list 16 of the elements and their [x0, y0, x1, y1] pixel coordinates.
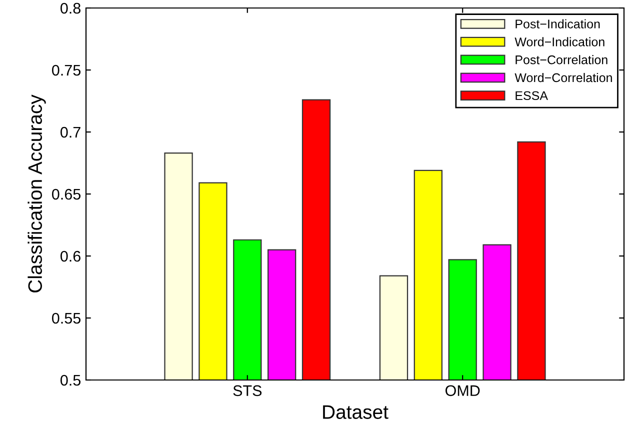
- x-axis-title: Dataset: [323, 405, 388, 419]
- y-tick-label: 0.6: [60, 250, 80, 262]
- y-tick-label: 0.5: [60, 374, 80, 386]
- y-tick-label: 0.8: [60, 2, 80, 14]
- legend-label: Word−Indication: [514, 37, 604, 46]
- y-axis-title: Classification Accuracy: [28, 94, 46, 292]
- legend-label: Post−Correlation: [516, 55, 608, 64]
- y-tick-label: 0.75: [52, 64, 80, 76]
- y-tick-label: 0.7: [60, 126, 80, 138]
- x-tick-label: STS: [233, 385, 262, 396]
- legend-label: ESSA: [516, 91, 548, 100]
- legend-label: Post−Indication: [516, 19, 600, 28]
- y-tick-label: 0.65: [52, 188, 80, 200]
- legend-label: Word−Correlation: [514, 72, 612, 82]
- x-tick-label: OMD: [446, 385, 480, 396]
- y-tick-label: 0.55: [52, 312, 80, 324]
